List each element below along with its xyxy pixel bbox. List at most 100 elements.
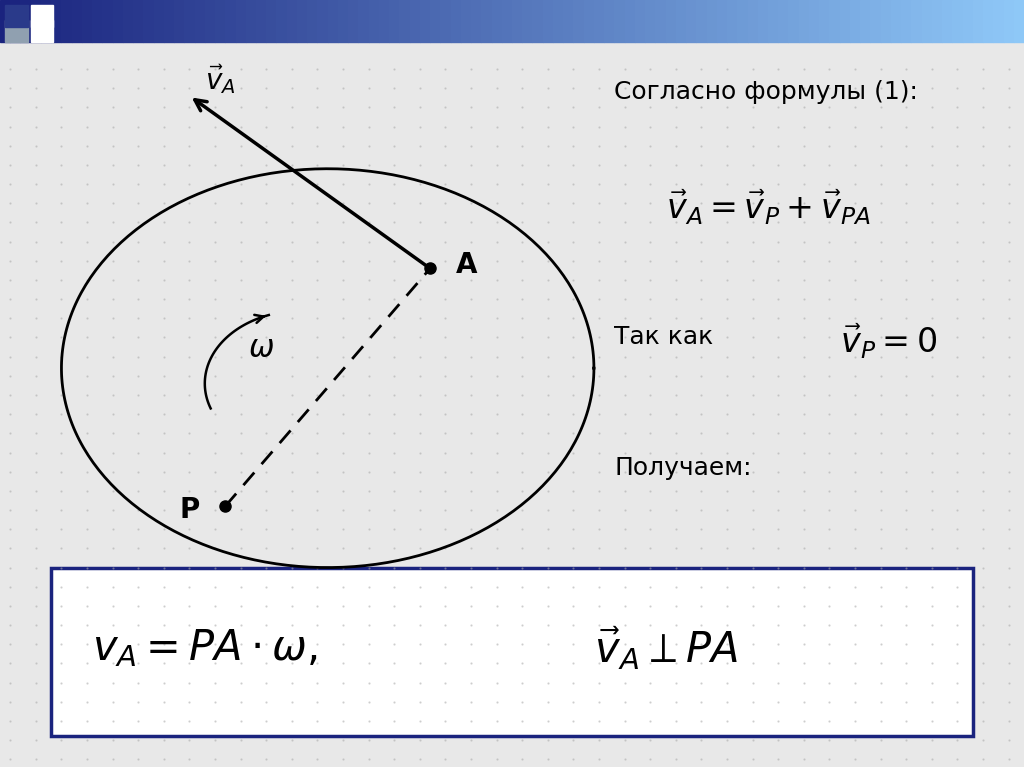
Bar [993, 0, 1004, 42]
Bar [20, 0, 31, 42]
Bar [973, 0, 983, 42]
Bar [512, 0, 522, 42]
Bar [1014, 0, 1024, 42]
Bar [594, 0, 604, 42]
Bar [891, 0, 901, 42]
Bar [614, 0, 625, 42]
Text: $\vec{v}_A$: $\vec{v}_A$ [205, 62, 236, 96]
Bar [563, 0, 573, 42]
Bar [686, 0, 696, 42]
Bar [379, 0, 389, 42]
Bar [655, 0, 666, 42]
Text: $\vec{v}_A \perp PA$: $\vec{v}_A \perp PA$ [594, 624, 737, 672]
Bar [850, 0, 860, 42]
Bar [5, 20, 28, 42]
Bar [737, 0, 748, 42]
Bar [809, 0, 819, 42]
Bar [952, 0, 963, 42]
Bar [451, 0, 461, 42]
Text: P: P [179, 496, 200, 524]
Bar [420, 0, 430, 42]
Text: Получаем:: Получаем: [614, 456, 752, 480]
Bar [543, 0, 553, 42]
Bar [963, 0, 973, 42]
Bar [358, 0, 369, 42]
Bar [10, 0, 20, 42]
Bar [123, 0, 133, 42]
Bar [553, 0, 563, 42]
Bar [195, 0, 205, 42]
Bar [410, 0, 420, 42]
Bar [829, 0, 840, 42]
Bar [696, 0, 707, 42]
Bar [51, 0, 61, 42]
Bar [430, 0, 440, 42]
Bar [676, 0, 686, 42]
Bar [881, 0, 891, 42]
Bar [604, 0, 614, 42]
Bar [31, 20, 53, 42]
Bar [911, 0, 922, 42]
Bar [1004, 0, 1014, 42]
Bar [164, 0, 174, 42]
Bar [113, 0, 123, 42]
Bar [369, 0, 379, 42]
Bar [133, 0, 143, 42]
Bar [389, 0, 399, 42]
Bar [748, 0, 758, 42]
Bar [328, 0, 338, 42]
Text: Так как: Так как [614, 325, 714, 350]
Bar [82, 0, 92, 42]
Text: Согласно формулы (1):: Согласно формулы (1): [614, 80, 919, 104]
Bar [154, 0, 164, 42]
Bar [61, 0, 72, 42]
Text: $\vec{v}_P = 0$: $\vec{v}_P = 0$ [840, 321, 937, 361]
Bar [72, 0, 82, 42]
Text: A: A [456, 251, 477, 278]
Bar [143, 0, 154, 42]
Bar [287, 0, 297, 42]
Bar [256, 0, 266, 42]
Bar [532, 0, 543, 42]
Bar [635, 0, 645, 42]
Bar [522, 0, 532, 42]
Bar [307, 0, 317, 42]
Bar [41, 0, 51, 42]
Bar [502, 0, 512, 42]
Bar [174, 0, 184, 42]
Bar [317, 0, 328, 42]
Bar [942, 0, 952, 42]
Bar [399, 0, 410, 42]
Bar [276, 0, 287, 42]
Bar [768, 0, 778, 42]
Bar [31, 0, 41, 42]
Bar [573, 0, 584, 42]
Bar [840, 0, 850, 42]
Bar [666, 0, 676, 42]
Bar [297, 0, 307, 42]
Bar [236, 0, 246, 42]
Bar [184, 0, 195, 42]
Bar [481, 0, 492, 42]
Bar [645, 0, 655, 42]
Bar [799, 0, 809, 42]
Bar [205, 0, 215, 42]
Bar [440, 0, 451, 42]
Bar [31, 5, 53, 27]
Bar [102, 0, 113, 42]
Bar [932, 0, 942, 42]
Bar [338, 0, 348, 42]
Bar [727, 0, 737, 42]
Bar [707, 0, 717, 42]
Bar [625, 0, 635, 42]
Bar [901, 0, 911, 42]
Bar [819, 0, 829, 42]
Bar [215, 0, 225, 42]
Bar [225, 0, 236, 42]
Bar [492, 0, 502, 42]
Bar [471, 0, 481, 42]
Bar [788, 0, 799, 42]
Bar [92, 0, 102, 42]
Bar [5, 5, 28, 27]
Bar [758, 0, 768, 42]
